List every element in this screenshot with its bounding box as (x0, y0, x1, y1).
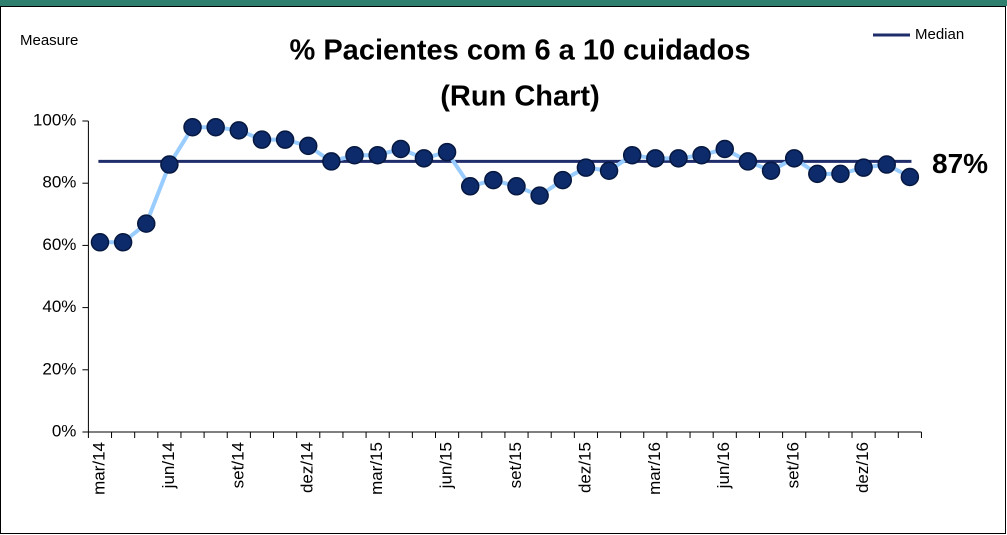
y-tick-label: 40% (42, 297, 76, 316)
chart-subtitle: (Run Chart) (440, 81, 599, 113)
x-tick-label: dez/15 (575, 442, 594, 493)
point (275, 130, 295, 149)
point (738, 152, 758, 171)
point (460, 177, 480, 196)
point (507, 177, 526, 196)
top-strip (0, 0, 1007, 6)
median-label: 87% (932, 148, 988, 179)
point (229, 121, 249, 140)
y-tick-label: 100% (33, 110, 76, 129)
x-tick-label: set/14 (228, 442, 247, 488)
point (206, 117, 225, 137)
y-tick-label: 80% (42, 173, 76, 192)
point (298, 136, 318, 156)
point (761, 161, 781, 181)
point (137, 214, 156, 233)
point (414, 149, 434, 168)
point (784, 149, 804, 168)
point (322, 152, 341, 171)
point (113, 233, 133, 252)
point (900, 167, 920, 187)
point (669, 149, 688, 168)
x-tick-label: jun/15 (437, 442, 456, 489)
y-tick-label: 60% (42, 235, 76, 254)
x-tick-label: jun/14 (159, 442, 178, 489)
point (437, 142, 457, 162)
x-tick-label: mar/16 (645, 442, 664, 495)
point (368, 145, 387, 165)
point (599, 161, 619, 181)
x-tick-label: dez/16 (853, 442, 872, 493)
x-tick-label: mar/14 (89, 442, 108, 495)
point (553, 170, 573, 190)
x-tick-label: mar/15 (367, 442, 386, 495)
point (692, 145, 711, 165)
y-tick-label: 0% (52, 421, 77, 440)
point (345, 145, 364, 165)
point (160, 155, 179, 174)
y-label: Measure (20, 32, 78, 49)
legend-label: Median (915, 26, 964, 43)
x-tick-label: jun/16 (714, 442, 733, 489)
x-tick-label: dez/14 (298, 442, 317, 493)
point (831, 164, 850, 184)
point (484, 170, 503, 190)
point (877, 155, 896, 174)
point (576, 158, 596, 177)
point (646, 149, 665, 168)
frame (0, 6, 1006, 534)
point (391, 139, 411, 159)
point (90, 233, 110, 252)
x-tick-label: set/16 (784, 442, 803, 488)
point (183, 117, 202, 137)
y-tick-label: 20% (42, 359, 76, 378)
point (854, 158, 873, 177)
point (808, 164, 827, 184)
x-tick-label: set/15 (506, 442, 525, 488)
point (715, 139, 734, 159)
point (530, 186, 549, 205)
point (622, 145, 642, 165)
point (252, 130, 272, 149)
chart-title: % Pacientes com 6 a 10 cuidados (290, 35, 751, 67)
